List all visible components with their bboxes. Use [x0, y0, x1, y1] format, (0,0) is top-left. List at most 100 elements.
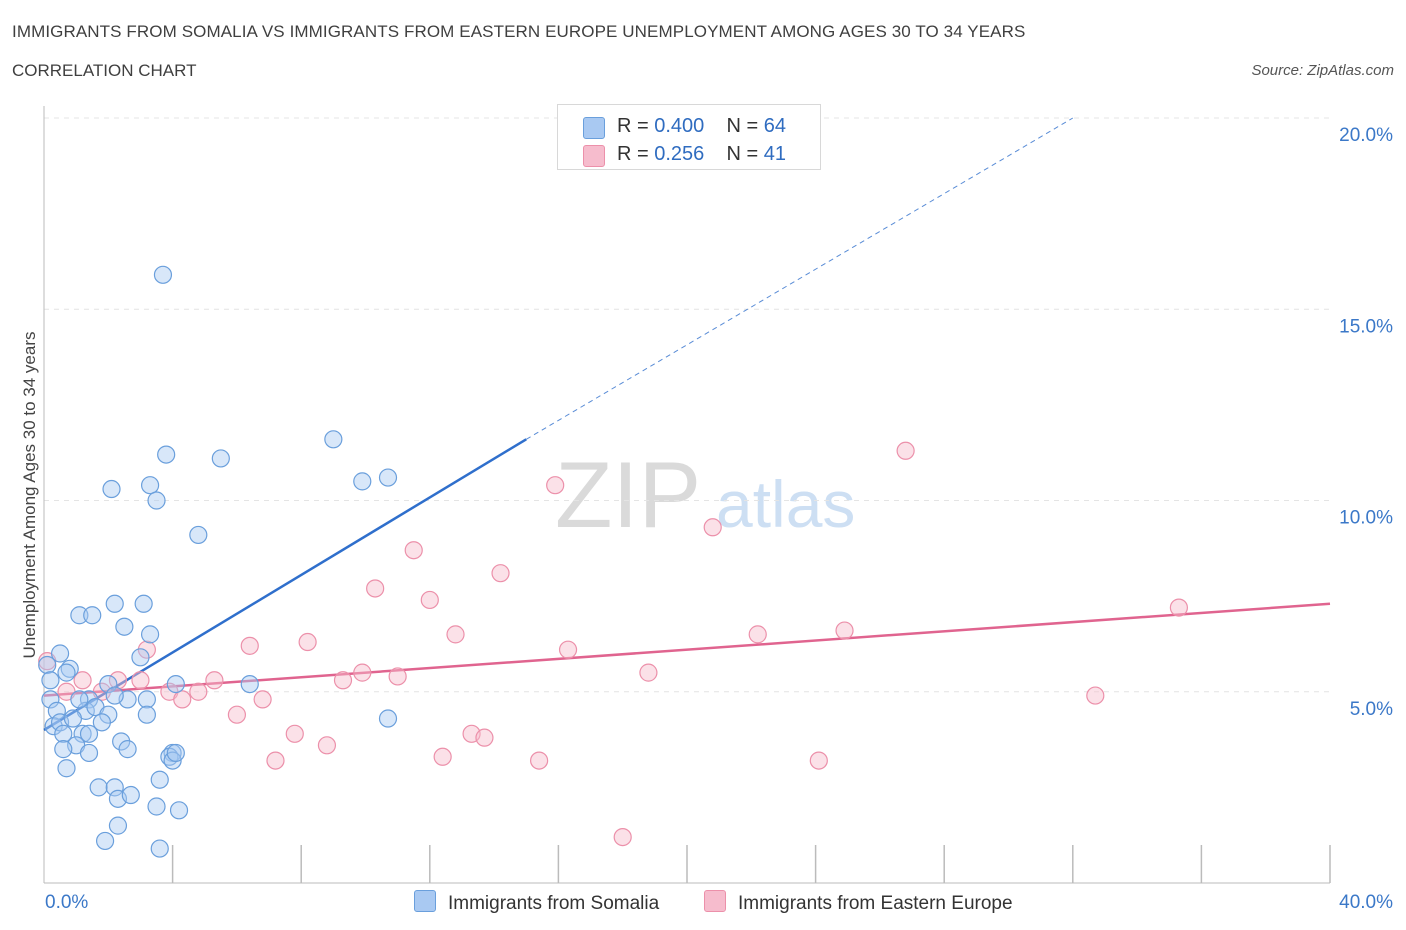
data-point	[137, 705, 156, 724]
y-tick-label: 10.0%	[1339, 508, 1393, 529]
data-point	[47, 701, 66, 720]
data-point	[491, 564, 510, 583]
data-point	[99, 674, 118, 694]
data-point	[57, 663, 76, 682]
data-point	[1169, 598, 1188, 617]
r-label: R =	[617, 115, 655, 137]
data-point	[137, 690, 156, 709]
data-point	[189, 682, 208, 701]
data-point	[115, 617, 134, 636]
legend-label: Immigrants from Somalia	[448, 893, 660, 914]
data-point	[79, 724, 99, 743]
data-point	[38, 655, 57, 675]
data-point	[324, 430, 343, 449]
data-point	[134, 594, 153, 613]
data-point	[153, 265, 173, 284]
data-point	[266, 751, 285, 770]
chart-subtitle: CORRELATION CHART	[12, 61, 197, 80]
data-point	[57, 759, 76, 778]
legend-item-eastern-europe[interactable]: Immigrants from Eastern Europe	[704, 890, 1013, 915]
r-label: R =	[617, 143, 655, 165]
data-point	[147, 491, 166, 510]
chart-title: IMMIGRANTS FROM SOMALIA VS IMMIGRANTS FR…	[12, 22, 1026, 41]
n-value: 41	[763, 143, 787, 165]
data-point	[166, 674, 185, 694]
stats-legend: R = 0.400 N = 64 R = 0.256 N = 41	[557, 104, 821, 170]
y-tick-label: 15.0%	[1339, 316, 1393, 337]
data-point	[835, 621, 854, 640]
data-point	[353, 472, 372, 491]
r-value: 0.400	[654, 115, 705, 137]
data-point	[79, 743, 99, 763]
data-point	[420, 590, 439, 610]
data-point	[703, 518, 722, 537]
watermark-zip: ZIP	[555, 442, 701, 547]
y-axis-label: Unemployment Among Ages 30 to 34 years	[20, 331, 39, 659]
data-point	[54, 740, 73, 759]
data-point	[108, 816, 128, 835]
data-point	[546, 476, 565, 495]
eastern-europe-swatch	[583, 145, 605, 167]
data-point	[169, 801, 189, 820]
somalia-swatch	[583, 117, 605, 139]
data-point	[83, 606, 102, 625]
data-point	[227, 705, 246, 724]
axes	[43, 106, 1331, 884]
data-point	[73, 724, 92, 743]
data-points	[38, 265, 1188, 858]
data-point	[317, 736, 337, 755]
somalia-trend-extension	[525, 117, 1074, 440]
data-point	[41, 690, 60, 709]
data-point	[211, 449, 230, 468]
data-point	[388, 667, 407, 686]
data-point	[121, 785, 140, 805]
data-point	[378, 468, 398, 487]
data-point	[147, 797, 166, 816]
n-label: N =	[726, 115, 764, 137]
legend-label: Immigrants from Eastern Europe	[738, 893, 1013, 914]
data-point	[105, 778, 124, 797]
data-point	[353, 663, 372, 682]
data-point	[639, 663, 658, 682]
data-point	[54, 724, 73, 743]
data-point	[105, 594, 124, 613]
data-point	[896, 441, 915, 460]
legend-item-somalia[interactable]: Immigrants from Somalia	[414, 890, 659, 915]
n-label: N =	[726, 143, 764, 165]
data-point	[366, 579, 385, 598]
data-point	[166, 743, 185, 763]
data-point	[70, 690, 89, 709]
data-point	[73, 671, 92, 690]
data-point	[1086, 686, 1105, 705]
data-point	[433, 747, 452, 766]
data-point	[613, 827, 632, 847]
data-point	[131, 671, 150, 690]
y-tick-label: 5.0%	[1350, 699, 1393, 720]
data-point	[333, 671, 353, 690]
data-point	[50, 644, 70, 663]
data-point	[285, 724, 304, 743]
source-label: Source: ZipAtlas.com	[1251, 62, 1394, 79]
data-point	[150, 770, 169, 789]
data-point	[140, 625, 160, 644]
somalia-legend-swatch	[414, 890, 436, 912]
data-point	[108, 671, 128, 690]
data-point	[140, 476, 160, 495]
data-point	[157, 445, 176, 464]
data-point	[150, 839, 169, 858]
data-point	[446, 625, 465, 644]
grid	[44, 117, 1330, 693]
data-point	[253, 690, 272, 709]
data-point	[530, 751, 549, 770]
data-point	[41, 671, 60, 690]
tick-labels: 5.0% 10.0% 15.0% 20.0% 0.0% 40.0%	[45, 125, 1393, 913]
y-tick-label: 20.0%	[1339, 125, 1393, 146]
data-point	[475, 728, 494, 747]
data-point	[378, 709, 398, 728]
data-point	[205, 671, 224, 690]
watermark: ZIP atlas	[555, 442, 855, 547]
data-point	[92, 713, 111, 732]
data-point	[558, 640, 578, 659]
data-point	[748, 625, 767, 644]
data-point	[89, 778, 108, 797]
